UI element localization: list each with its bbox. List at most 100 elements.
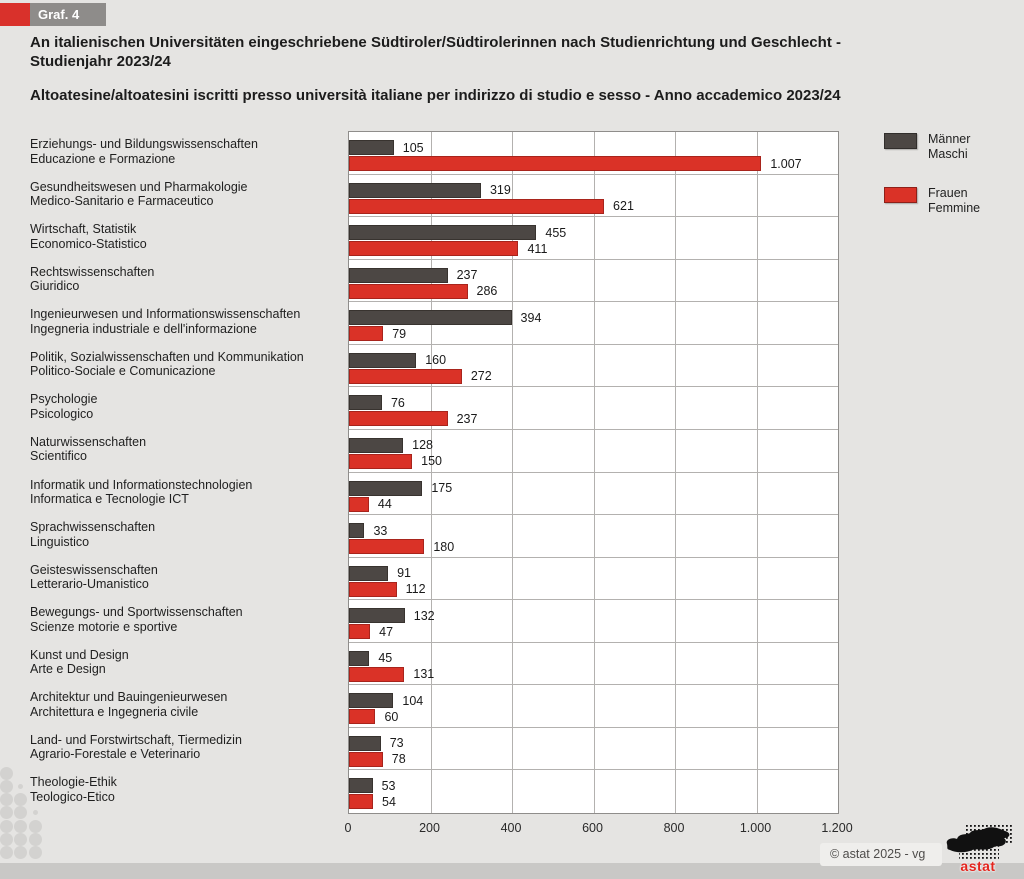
category-label: Erziehungs- und Bildungswissenschaften Ed…	[30, 137, 258, 166]
decorative-dot	[14, 846, 27, 859]
graf-badge-red-square	[0, 3, 30, 26]
bottom-band	[0, 863, 1024, 879]
legend-swatch-male	[884, 133, 917, 149]
x-tick-label: 400	[500, 821, 522, 835]
category-label: Kunst und Design Arte e Design	[30, 648, 129, 677]
category-label-italian: Educazione e Formazione	[30, 151, 176, 166]
bar-male	[349, 523, 365, 539]
legend-label-male: Männer Maschi	[928, 132, 970, 162]
category-label-italian: Linguistico	[30, 534, 90, 549]
bar-female	[349, 709, 376, 725]
x-axis: 0 200 400 600 800 1.000 1.200	[345, 821, 853, 839]
value-label: 45	[378, 651, 393, 666]
value-label: 1.007	[770, 156, 802, 171]
bar-group: 237 286	[349, 260, 838, 303]
category-label: Architektur und Bauingenieurwesen Archite…	[30, 690, 227, 719]
bar-male	[349, 778, 373, 794]
x-tick-label: 1.000	[739, 821, 772, 835]
category-label-italian: Politico-Sociale e Comunicazione	[30, 364, 216, 379]
bar-female	[349, 326, 384, 342]
bar-male	[349, 225, 537, 241]
category-label-german: Erziehungs- und Bildungswissenschaften	[30, 137, 258, 151]
chart-title-italian: Altoatesine/altoatesini iscritti presso …	[30, 87, 841, 104]
bar-group: 53 54	[349, 770, 838, 813]
category-label: Naturwissenschaften Scientifico	[30, 435, 146, 464]
bar-female	[349, 283, 468, 299]
bar-group: 105 1.007	[349, 132, 838, 175]
category-label-italian: Ingegneria industriale e dell'informazio…	[30, 321, 257, 336]
category-label-german: Informatik und Informationstechnologien	[30, 477, 253, 492]
bar-male	[349, 395, 382, 411]
value-label: 160	[425, 353, 447, 368]
bar-male	[349, 480, 423, 496]
x-tick-label: 1.200	[821, 821, 853, 835]
bar-male	[349, 735, 381, 751]
value-label: 272	[470, 369, 492, 384]
legend-label-female: Frauen Femmine	[928, 186, 980, 216]
bar-female	[349, 666, 405, 682]
x-tick-label: 800	[663, 821, 685, 835]
category-label-italian: Scientifico	[30, 449, 87, 464]
value-label: 78	[391, 752, 406, 767]
category-labels: Erziehungs- und Bildungswissenschaften Ed…	[30, 131, 345, 812]
bar-male	[349, 608, 405, 624]
legend-label-female-de: Frauen	[928, 186, 968, 200]
plot-area: 105 1.007 319 621 455 411 237 286 394 79 160 272 76 2…	[348, 131, 839, 814]
copyright-strip	[820, 843, 942, 866]
gridline-600	[593, 132, 595, 813]
value-label: 44	[377, 497, 392, 511]
value-label: 132	[413, 608, 435, 623]
chart-title-german: An italienischen Universitäten eingeschr…	[30, 34, 841, 70]
category-label-german: Land- und Forstwirtschaft, Tiermedizin	[30, 732, 242, 747]
category-label: Ingenieurwesen und Informationswissensch…	[30, 307, 300, 336]
bar-female	[349, 539, 425, 555]
category-label-italian: Giuridico	[30, 279, 80, 294]
bar-female	[349, 241, 519, 257]
category-label-german: Wirtschaft, Statistik	[30, 222, 137, 237]
category-label-italian: Scienze motorie e sportive	[30, 619, 178, 634]
gridline-1000	[756, 132, 758, 813]
gridline-400	[512, 132, 513, 813]
gridline-800	[675, 132, 676, 813]
bar-female	[349, 751, 383, 767]
bar-group: 455 411	[349, 217, 838, 260]
category-label: Rechtswissenschaften Giuridico	[30, 265, 154, 294]
graf-badge: Graf. 4	[30, 3, 106, 26]
bar-female	[349, 496, 369, 512]
category-label-german: Geisteswissenschaften	[30, 562, 158, 577]
bar-male	[349, 140, 394, 155]
astat-logo-text: astat	[960, 858, 996, 874]
decorative-dot	[0, 846, 13, 859]
value-label: 91	[397, 566, 411, 581]
decorative-dot	[0, 793, 13, 806]
category-label-german: Ingenieurwesen und Informationswissensch…	[30, 307, 301, 322]
decorative-dot	[0, 767, 13, 780]
decorative-dot	[29, 846, 42, 859]
bar-group: 104 60	[349, 685, 838, 728]
value-label: 411	[527, 241, 548, 256]
bar-male	[349, 437, 404, 453]
bar-group: 394 79	[349, 302, 838, 345]
category-label-german: Architektur und Bauingenieurwesen	[30, 690, 228, 705]
value-label: 73	[389, 736, 404, 751]
decorative-dot	[0, 780, 13, 793]
bar-group: 91 112	[349, 558, 838, 601]
legend-label-female-it: Femmine	[928, 201, 981, 215]
bar-female	[349, 198, 605, 214]
value-label: 180	[433, 539, 455, 554]
category-label-german: Theologie-Ethik	[30, 775, 117, 790]
legend-swatch-female	[884, 187, 917, 203]
category-label-german: Politik, Sozialwissenschaften und Kommun…	[30, 349, 304, 364]
gridline-200	[430, 132, 432, 813]
value-label: 33	[373, 523, 388, 538]
value-label: 47	[379, 624, 394, 639]
value-label: 455	[545, 225, 567, 240]
value-label: 286	[476, 284, 498, 299]
decorative-dot	[33, 810, 38, 815]
decorative-dot	[0, 820, 13, 833]
bar-male	[349, 693, 394, 709]
category-label-german: Psychologie	[30, 392, 98, 407]
bar-group: 76 237	[349, 387, 838, 430]
category-label: Informatik und Informationstechnologien I…	[30, 478, 252, 507]
bar-male	[349, 182, 481, 198]
